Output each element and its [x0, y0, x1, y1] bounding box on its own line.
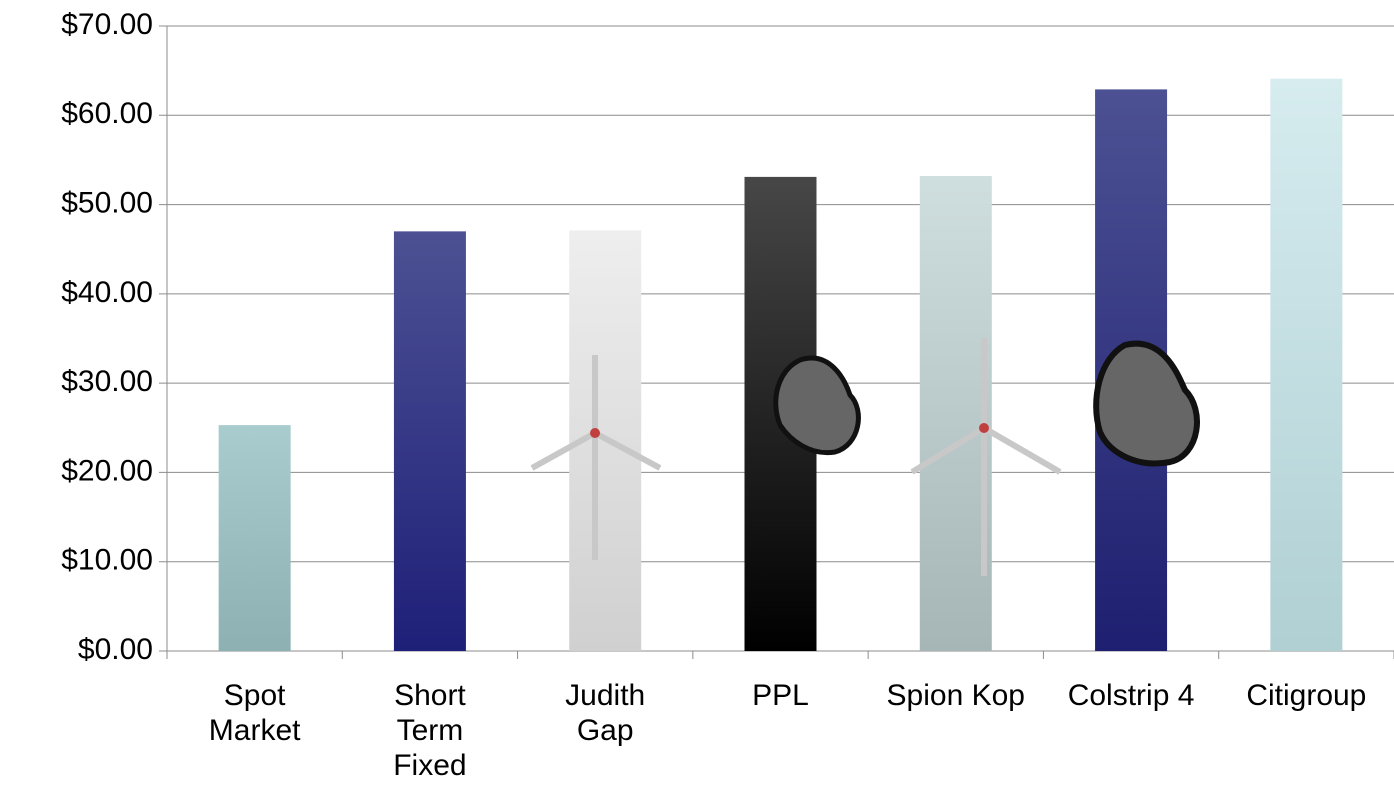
x-tick-label: Spion Kop	[884, 678, 1028, 713]
page: $0.00 $10.00 $20.00 $30.00 $40.00 $50.00 $60.0…	[0, 0, 1394, 795]
y-tick-label: $30.00	[61, 365, 153, 398]
bar	[219, 425, 291, 651]
bar	[1270, 79, 1342, 651]
x-tick-label: Spot Market	[183, 678, 327, 748]
y-tick-label: $0.00	[78, 633, 153, 666]
x-tick-label: Colstrip 4	[1059, 678, 1203, 713]
bar	[394, 231, 466, 651]
y-tick-label: $10.00	[61, 544, 153, 577]
chart: $0.00 $10.00 $20.00 $30.00 $40.00 $50.00 $60.0…	[0, 0, 1394, 795]
x-tick-label: Citigroup	[1234, 678, 1378, 713]
y-tick-label: $70.00	[61, 8, 153, 41]
y-tick-label: $50.00	[61, 186, 153, 219]
bar	[569, 230, 641, 651]
y-tick-label: $60.00	[61, 97, 153, 130]
bar	[1095, 89, 1167, 651]
bar	[920, 176, 992, 651]
x-tick-label: Judith Gap	[533, 678, 677, 748]
bar	[745, 177, 817, 651]
y-tick-label: $40.00	[61, 276, 153, 309]
x-tick-label: PPL	[709, 678, 853, 713]
y-tick-label: $20.00	[61, 454, 153, 487]
x-tick-label: Short Term Fixed	[358, 678, 502, 783]
